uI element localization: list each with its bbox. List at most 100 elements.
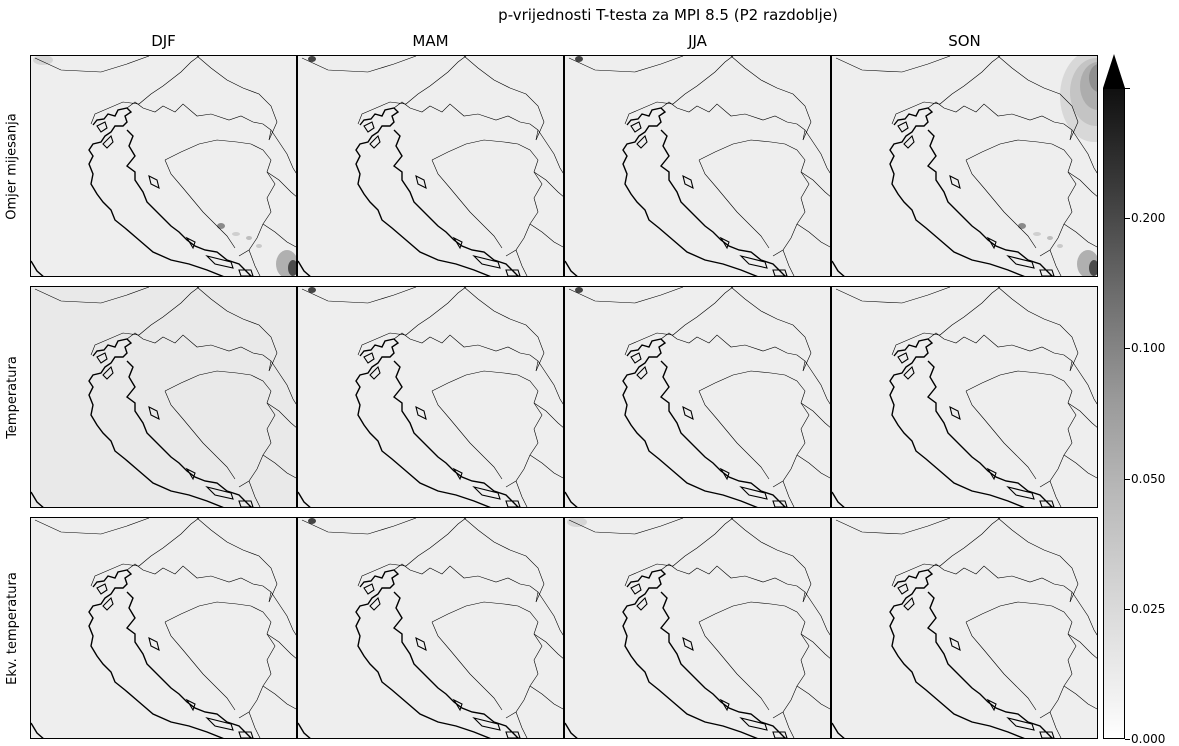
island-outline — [986, 698, 997, 712]
country-border — [1049, 480, 1062, 507]
country-border — [262, 223, 296, 248]
island-outline — [1039, 500, 1055, 507]
island-outline — [1039, 269, 1055, 276]
country-border — [1063, 223, 1097, 248]
country-border — [164, 370, 276, 488]
country-border — [431, 390, 503, 480]
map-panel — [297, 517, 564, 739]
island-outline — [636, 365, 648, 380]
country-border — [624, 56, 734, 125]
country-border — [393, 101, 539, 141]
island-outline — [452, 467, 463, 481]
row-label-omjer-text: Omjer mijesanja — [4, 112, 20, 220]
country-border — [1049, 711, 1062, 738]
country-border — [126, 332, 272, 372]
column-label-mam: MAM — [412, 32, 449, 50]
island-outline — [719, 467, 730, 481]
country-border — [1071, 360, 1097, 405]
island-outline — [1006, 254, 1035, 269]
map-svg — [298, 287, 563, 507]
map-panel — [30, 286, 297, 508]
chart-title: p-vrijednosti T-testa za MPI 8.5 (P2 raz… — [498, 6, 838, 24]
island-outline — [185, 467, 196, 481]
colorbar-tick-label: 0.025 — [1131, 601, 1166, 616]
country-border — [568, 518, 684, 535]
country-border — [796, 685, 830, 710]
coastline — [298, 107, 519, 276]
country-border — [997, 518, 1079, 603]
map-panel — [831, 517, 1098, 739]
island-outline — [472, 716, 501, 731]
island-outline — [205, 485, 234, 500]
country-border — [248, 249, 261, 276]
country-border — [266, 402, 296, 428]
coastline — [565, 569, 786, 738]
island-outline — [472, 485, 501, 500]
country-border — [698, 139, 810, 257]
country-border — [965, 601, 1077, 719]
island-outline — [739, 485, 768, 500]
island-outline — [636, 134, 648, 149]
pvalue-patch — [575, 287, 583, 293]
island-outline — [363, 583, 375, 595]
country-border — [357, 56, 467, 125]
country-border — [835, 287, 951, 304]
country-border — [1049, 249, 1062, 276]
coastline — [31, 338, 252, 507]
colorbar-tick-label: 0.100 — [1131, 341, 1166, 356]
column-label-jja: JJA — [688, 32, 707, 50]
colorbar-tick-label: 0.050 — [1131, 471, 1166, 486]
country-border — [965, 390, 1037, 480]
map-panel — [30, 55, 297, 277]
island-outline — [949, 636, 961, 652]
country-border — [537, 129, 563, 174]
colorbar-tick — [1125, 608, 1130, 610]
island-outline — [369, 134, 381, 149]
island-outline — [986, 236, 997, 250]
country-border — [529, 685, 563, 710]
country-border — [891, 287, 1001, 356]
island-outline — [102, 365, 114, 380]
row-label-temperatura: Temperatura — [0, 286, 24, 508]
country-border — [34, 56, 150, 73]
country-border — [529, 454, 563, 479]
country-border — [463, 56, 545, 141]
island-outline — [148, 405, 160, 421]
country-border — [357, 518, 467, 587]
map-panel — [564, 517, 831, 739]
colorbar-tick — [1125, 88, 1130, 89]
country-border — [164, 159, 236, 249]
map-panel — [30, 517, 297, 739]
island-outline — [505, 731, 521, 738]
island-outline — [636, 596, 648, 611]
colorbar-tick-label: 0.200 — [1131, 211, 1166, 226]
country-border — [537, 591, 563, 636]
pvalue-patch — [308, 287, 316, 293]
country-border — [248, 480, 261, 507]
island-outline — [472, 254, 501, 269]
country-border — [164, 621, 236, 711]
country-border — [835, 56, 951, 73]
island-outline — [369, 365, 381, 380]
country-border — [1071, 591, 1097, 636]
country-border — [357, 287, 467, 356]
island-outline — [1006, 716, 1035, 731]
country-border — [301, 56, 417, 73]
island-outline — [630, 352, 642, 364]
country-border — [196, 56, 278, 141]
country-border — [164, 601, 276, 719]
colorbar-tick — [1125, 478, 1130, 480]
map-panel — [831, 286, 1098, 508]
map-svg — [832, 56, 1097, 276]
island-outline — [897, 352, 909, 364]
country-border — [515, 249, 528, 276]
island-outline — [719, 698, 730, 712]
country-border — [463, 287, 545, 372]
map-svg — [31, 518, 296, 738]
colorbar — [1103, 88, 1125, 739]
country-border — [1067, 633, 1097, 659]
country-border — [266, 171, 296, 197]
colorbar-extend-arrow — [1103, 54, 1125, 88]
island-outline — [772, 269, 788, 276]
country-border — [660, 101, 806, 141]
